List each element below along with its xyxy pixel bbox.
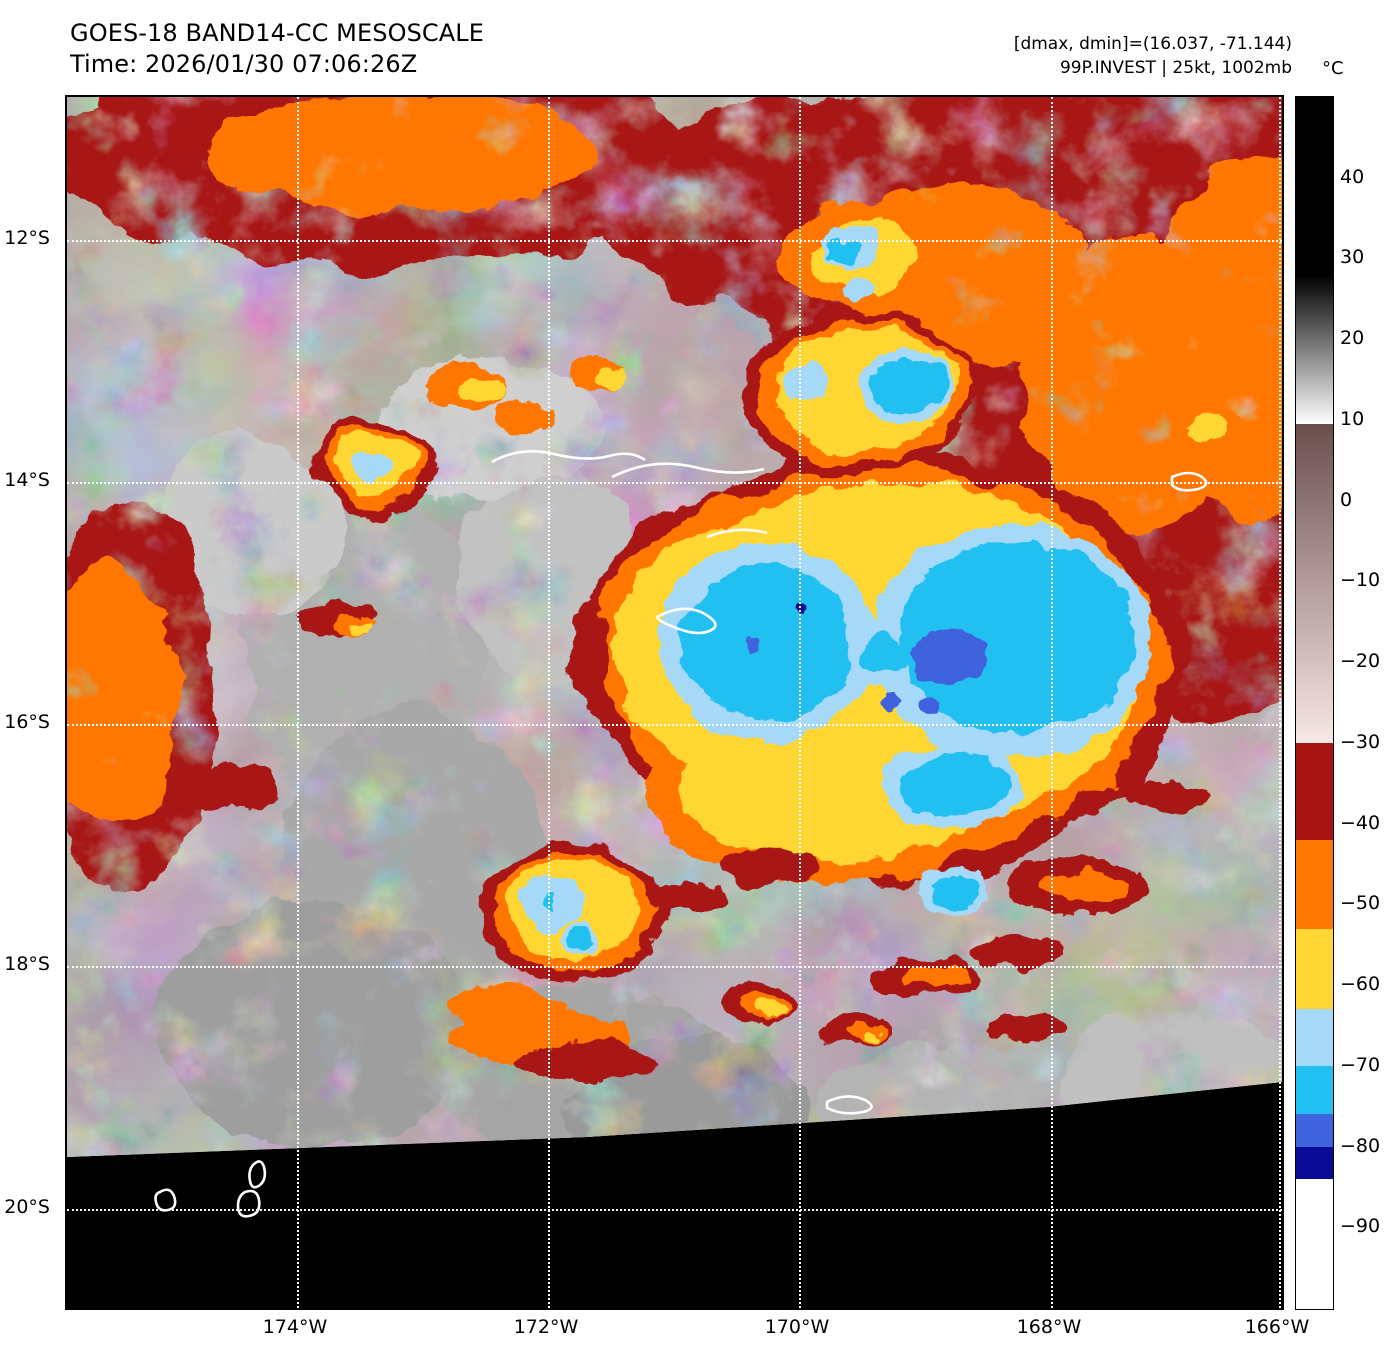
colorbar-unit-label: °C: [1322, 58, 1344, 79]
ytick-16S: 16°S: [4, 711, 50, 733]
colorbar-segment: [1296, 839, 1333, 929]
coastline-contours: [491, 450, 1208, 1115]
colorbar-segment: [1296, 97, 1333, 275]
northern-cell: [742, 312, 972, 472]
colorbar-tick: −40: [1340, 811, 1381, 834]
colorbar-segment: [1296, 1146, 1333, 1179]
ir-brightness-temperature-raster: [67, 97, 1282, 1308]
xtick-170W: 170°W: [764, 1316, 830, 1338]
satellite-image-plot[interactable]: Copyright © 2020-2026 Dapiya: [65, 95, 1284, 1310]
colorbar-segment: [1296, 1065, 1333, 1115]
colorbar-segment: [1296, 928, 1333, 1010]
colorbar-tick: −90: [1340, 1215, 1381, 1238]
colorbar-tick: 10: [1340, 407, 1365, 430]
colorbar-tick-labels: 40 30 20 10 0 −10 −20 −30 −40 −50 −60 −70 −80 −90: [1340, 96, 1388, 1310]
colorbar-tick: −10: [1340, 569, 1381, 592]
colorbar-segment: [1296, 1009, 1333, 1066]
ytick-12S: 12°S: [4, 227, 50, 249]
xtick-172W: 172°W: [513, 1316, 579, 1338]
colorbar-tick: −20: [1340, 650, 1381, 673]
convective-cluster-main: [582, 452, 1182, 918]
metadata-block: [dmax, dmin]=(16.037, -71.144) 99P.INVES…: [1014, 32, 1292, 80]
timestamp: Time: 2026/01/30 07:06:26Z: [70, 50, 418, 78]
colorbar-segment: [1296, 423, 1333, 743]
west-small-cell: [317, 422, 437, 512]
ytick-20S: 20°S: [4, 1196, 50, 1218]
colorbar-tick: −70: [1340, 1053, 1381, 1076]
data-layer: [67, 97, 1282, 1157]
southern-cell: [480, 842, 664, 982]
x-axis-tick-labels: 174°W 172°W 170°W 168°W 166°W: [65, 1316, 1310, 1346]
y-axis-tick-labels: 12°S 14°S 16°S 18°S 20°S: [0, 95, 58, 1310]
cluster-overshoot-tops: [748, 601, 985, 718]
colorbar-tick: 40: [1340, 165, 1365, 188]
colorbar-tick: −50: [1340, 892, 1381, 915]
colorbar-segment: [1296, 1178, 1333, 1308]
temperature-colorbar[interactable]: [1295, 96, 1334, 1310]
colorbar-tick: 30: [1340, 246, 1365, 269]
ytick-14S: 14°S: [4, 469, 50, 491]
colorbar-tick: −80: [1340, 1134, 1381, 1157]
ytick-18S: 18°S: [4, 953, 50, 975]
storm-info: 99P.INVEST | 25kt, 1002mb: [1059, 58, 1292, 78]
colorbar-segment: [1296, 274, 1333, 424]
page-title: GOES-18 BAND14-CC MESOSCALE Time: 2026/0…: [70, 18, 484, 80]
product-title: GOES-18 BAND14-CC MESOSCALE: [70, 19, 485, 47]
xtick-168W: 168°W: [1016, 1316, 1082, 1338]
scattered-small-cells: [193, 356, 1241, 1084]
north-small-cell: [783, 201, 931, 313]
colorbar-tick: 0: [1340, 488, 1353, 511]
dminmax-readout: [dmax, dmin]=(16.037, -71.144): [1013, 34, 1292, 54]
colorbar-tick: 20: [1340, 327, 1365, 350]
colorbar-tick: −30: [1340, 730, 1381, 753]
colorbar-segment: [1296, 742, 1333, 840]
xtick-174W: 174°W: [262, 1316, 328, 1338]
colorbar-tick: −60: [1340, 973, 1381, 996]
xtick-166W: 166°W: [1244, 1316, 1310, 1338]
colorbar-segment: [1296, 1114, 1333, 1147]
